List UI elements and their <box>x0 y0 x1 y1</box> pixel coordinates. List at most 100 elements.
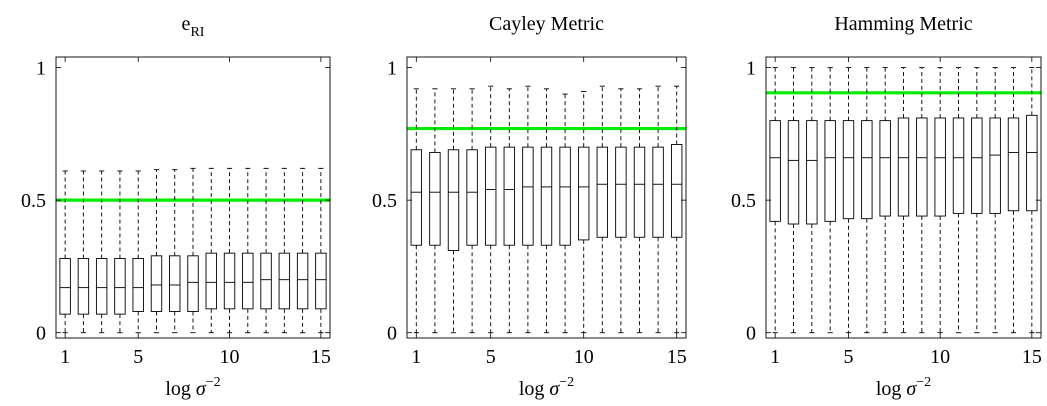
y-tick-label: 1 <box>36 58 46 80</box>
box-11 <box>596 85 608 334</box>
x-axis-label-superscript: −2 <box>916 375 931 390</box>
x-tick-label: 15 <box>311 346 331 368</box>
box-3 <box>447 88 460 334</box>
box-1 <box>410 88 422 334</box>
x-axis-label: log σ−2 <box>876 375 931 400</box>
box-iqr <box>278 252 291 310</box>
box-iqr <box>132 258 144 312</box>
box-2 <box>787 67 800 334</box>
x-axis-label-superscript: −2 <box>206 375 221 390</box>
box-11 <box>242 167 254 334</box>
box-iqr <box>114 258 126 315</box>
box-iqr <box>242 252 254 310</box>
box-iqr <box>897 117 910 217</box>
box-iqr <box>989 117 1001 214</box>
chart-title-text: Hamming Metric <box>834 13 972 35</box>
x-axis-label-text: log <box>876 378 907 400</box>
box-iqr <box>150 255 163 312</box>
box-15 <box>315 167 327 334</box>
box-4 <box>466 88 478 334</box>
box-iqr <box>315 252 327 310</box>
x-tick-label: 5 <box>844 346 854 368</box>
box-5 <box>132 170 144 334</box>
box-iqr <box>842 120 855 220</box>
box-iqr <box>447 149 460 251</box>
box-7 <box>879 67 891 334</box>
box-10 <box>934 67 946 334</box>
box-iqr <box>59 258 71 315</box>
box-iqr <box>615 146 627 238</box>
x-tick-label: 5 <box>486 346 496 368</box>
box-iqr <box>205 252 217 310</box>
box-13 <box>989 67 1001 334</box>
box-iqr <box>596 146 608 238</box>
y-tick-label: 0 <box>746 323 756 345</box>
box-1 <box>769 67 781 334</box>
box-3 <box>95 170 108 334</box>
box-13 <box>278 167 291 334</box>
y-tick-label: 1 <box>387 58 397 80</box>
box-8 <box>187 167 199 334</box>
box-13 <box>633 88 646 334</box>
box-iqr <box>787 120 800 225</box>
box-iqr <box>540 146 553 246</box>
box-iqr <box>879 120 891 217</box>
box-10 <box>223 167 236 334</box>
box-5 <box>842 67 855 334</box>
box-iqr <box>952 117 965 214</box>
box-iqr <box>971 117 983 214</box>
box-9 <box>205 167 217 334</box>
box-1 <box>59 170 71 334</box>
box-7 <box>169 169 181 334</box>
chart-title-text: Cayley Metric <box>489 13 604 35</box>
x-axis-label-sigma: σ <box>196 378 207 400</box>
box-iqr <box>824 120 836 222</box>
box-2 <box>429 88 441 334</box>
box-iqr <box>1026 114 1038 212</box>
box-8 <box>897 67 910 334</box>
x-tick-label: 1 <box>60 346 70 368</box>
box-iqr <box>916 117 928 217</box>
x-tick-label: 5 <box>133 346 143 368</box>
box-11 <box>952 67 965 334</box>
chart-title: eRI <box>182 13 205 40</box>
box-iqr <box>559 146 571 246</box>
chart-title: Hamming Metric <box>834 13 972 35</box>
x-tick-label: 1 <box>411 346 421 368</box>
box-12 <box>260 167 272 334</box>
x-tick-label: 15 <box>1022 346 1042 368</box>
box-iqr <box>806 120 818 225</box>
box-6 <box>861 67 873 334</box>
box-4 <box>114 170 126 334</box>
box-iqr <box>1007 117 1020 212</box>
chart-title: Cayley Metric <box>489 13 604 35</box>
box-iqr <box>485 146 497 246</box>
box-iqr <box>769 120 781 222</box>
box-12 <box>615 88 627 334</box>
x-tick-label: 10 <box>574 346 594 368</box>
box-14 <box>296 167 309 334</box>
box-9 <box>916 67 928 334</box>
box-14 <box>652 85 664 334</box>
box-7 <box>522 85 534 334</box>
box-iqr <box>503 146 515 246</box>
x-tick-label: 10 <box>930 346 950 368</box>
plot-frame <box>55 56 331 339</box>
chart-title-subscript: RI <box>190 25 204 40</box>
x-axis-label-text: log <box>519 378 550 400</box>
box-12 <box>971 67 983 334</box>
box-10 <box>578 91 590 334</box>
box-iqr <box>95 258 108 315</box>
x-axis-label: log σ−2 <box>165 375 220 400</box>
box-4 <box>824 67 836 334</box>
x-tick-label: 10 <box>220 346 240 368</box>
y-tick-label: 0.5 <box>21 190 46 212</box>
y-tick-label: 0.5 <box>372 190 397 212</box>
y-tick-label: 0 <box>387 323 397 345</box>
box-2 <box>77 170 90 334</box>
x-tick-label: 15 <box>667 346 687 368</box>
